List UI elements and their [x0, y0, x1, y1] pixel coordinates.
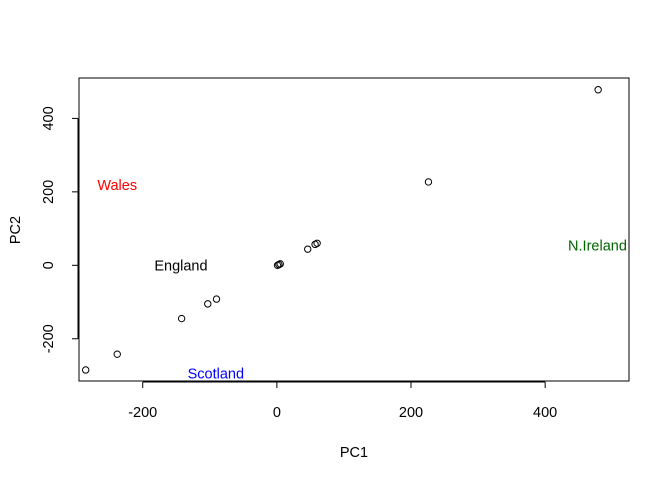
y-tick-label: 400 [41, 106, 57, 130]
point-label: N.Ireland [568, 238, 627, 254]
point-label: Scotland [188, 366, 244, 382]
data-points [82, 86, 602, 374]
point-labels: Wales England Scotland N.Ireland [97, 178, 627, 382]
x-tick-label: 0 [273, 405, 281, 421]
x-tick-label: -200 [128, 405, 157, 421]
data-point [276, 260, 284, 268]
plot-box [78, 77, 630, 382]
x-tick-label: 200 [399, 405, 423, 421]
data-point [212, 295, 221, 303]
y-tick-label: 0 [41, 261, 57, 269]
data-point [424, 178, 433, 186]
data-point [113, 350, 121, 358]
data-point [204, 300, 212, 308]
y-tick-label: -200 [41, 324, 57, 353]
y-tick-label: 200 [41, 180, 57, 204]
data-point [304, 245, 312, 253]
x-axis: -200 0 200 400 [128, 381, 557, 421]
x-axis-title: PC1 [340, 445, 368, 461]
x-tick-label: 400 [533, 405, 557, 421]
data-point [275, 260, 283, 269]
y-axis: -200 0 200 400 [41, 106, 79, 353]
data-point [594, 86, 602, 94]
data-point [313, 239, 321, 247]
point-label: Wales [97, 178, 137, 194]
data-point [177, 314, 186, 323]
data-point [82, 366, 90, 374]
y-axis-title: PC2 [8, 216, 24, 244]
point-label: England [154, 258, 207, 274]
